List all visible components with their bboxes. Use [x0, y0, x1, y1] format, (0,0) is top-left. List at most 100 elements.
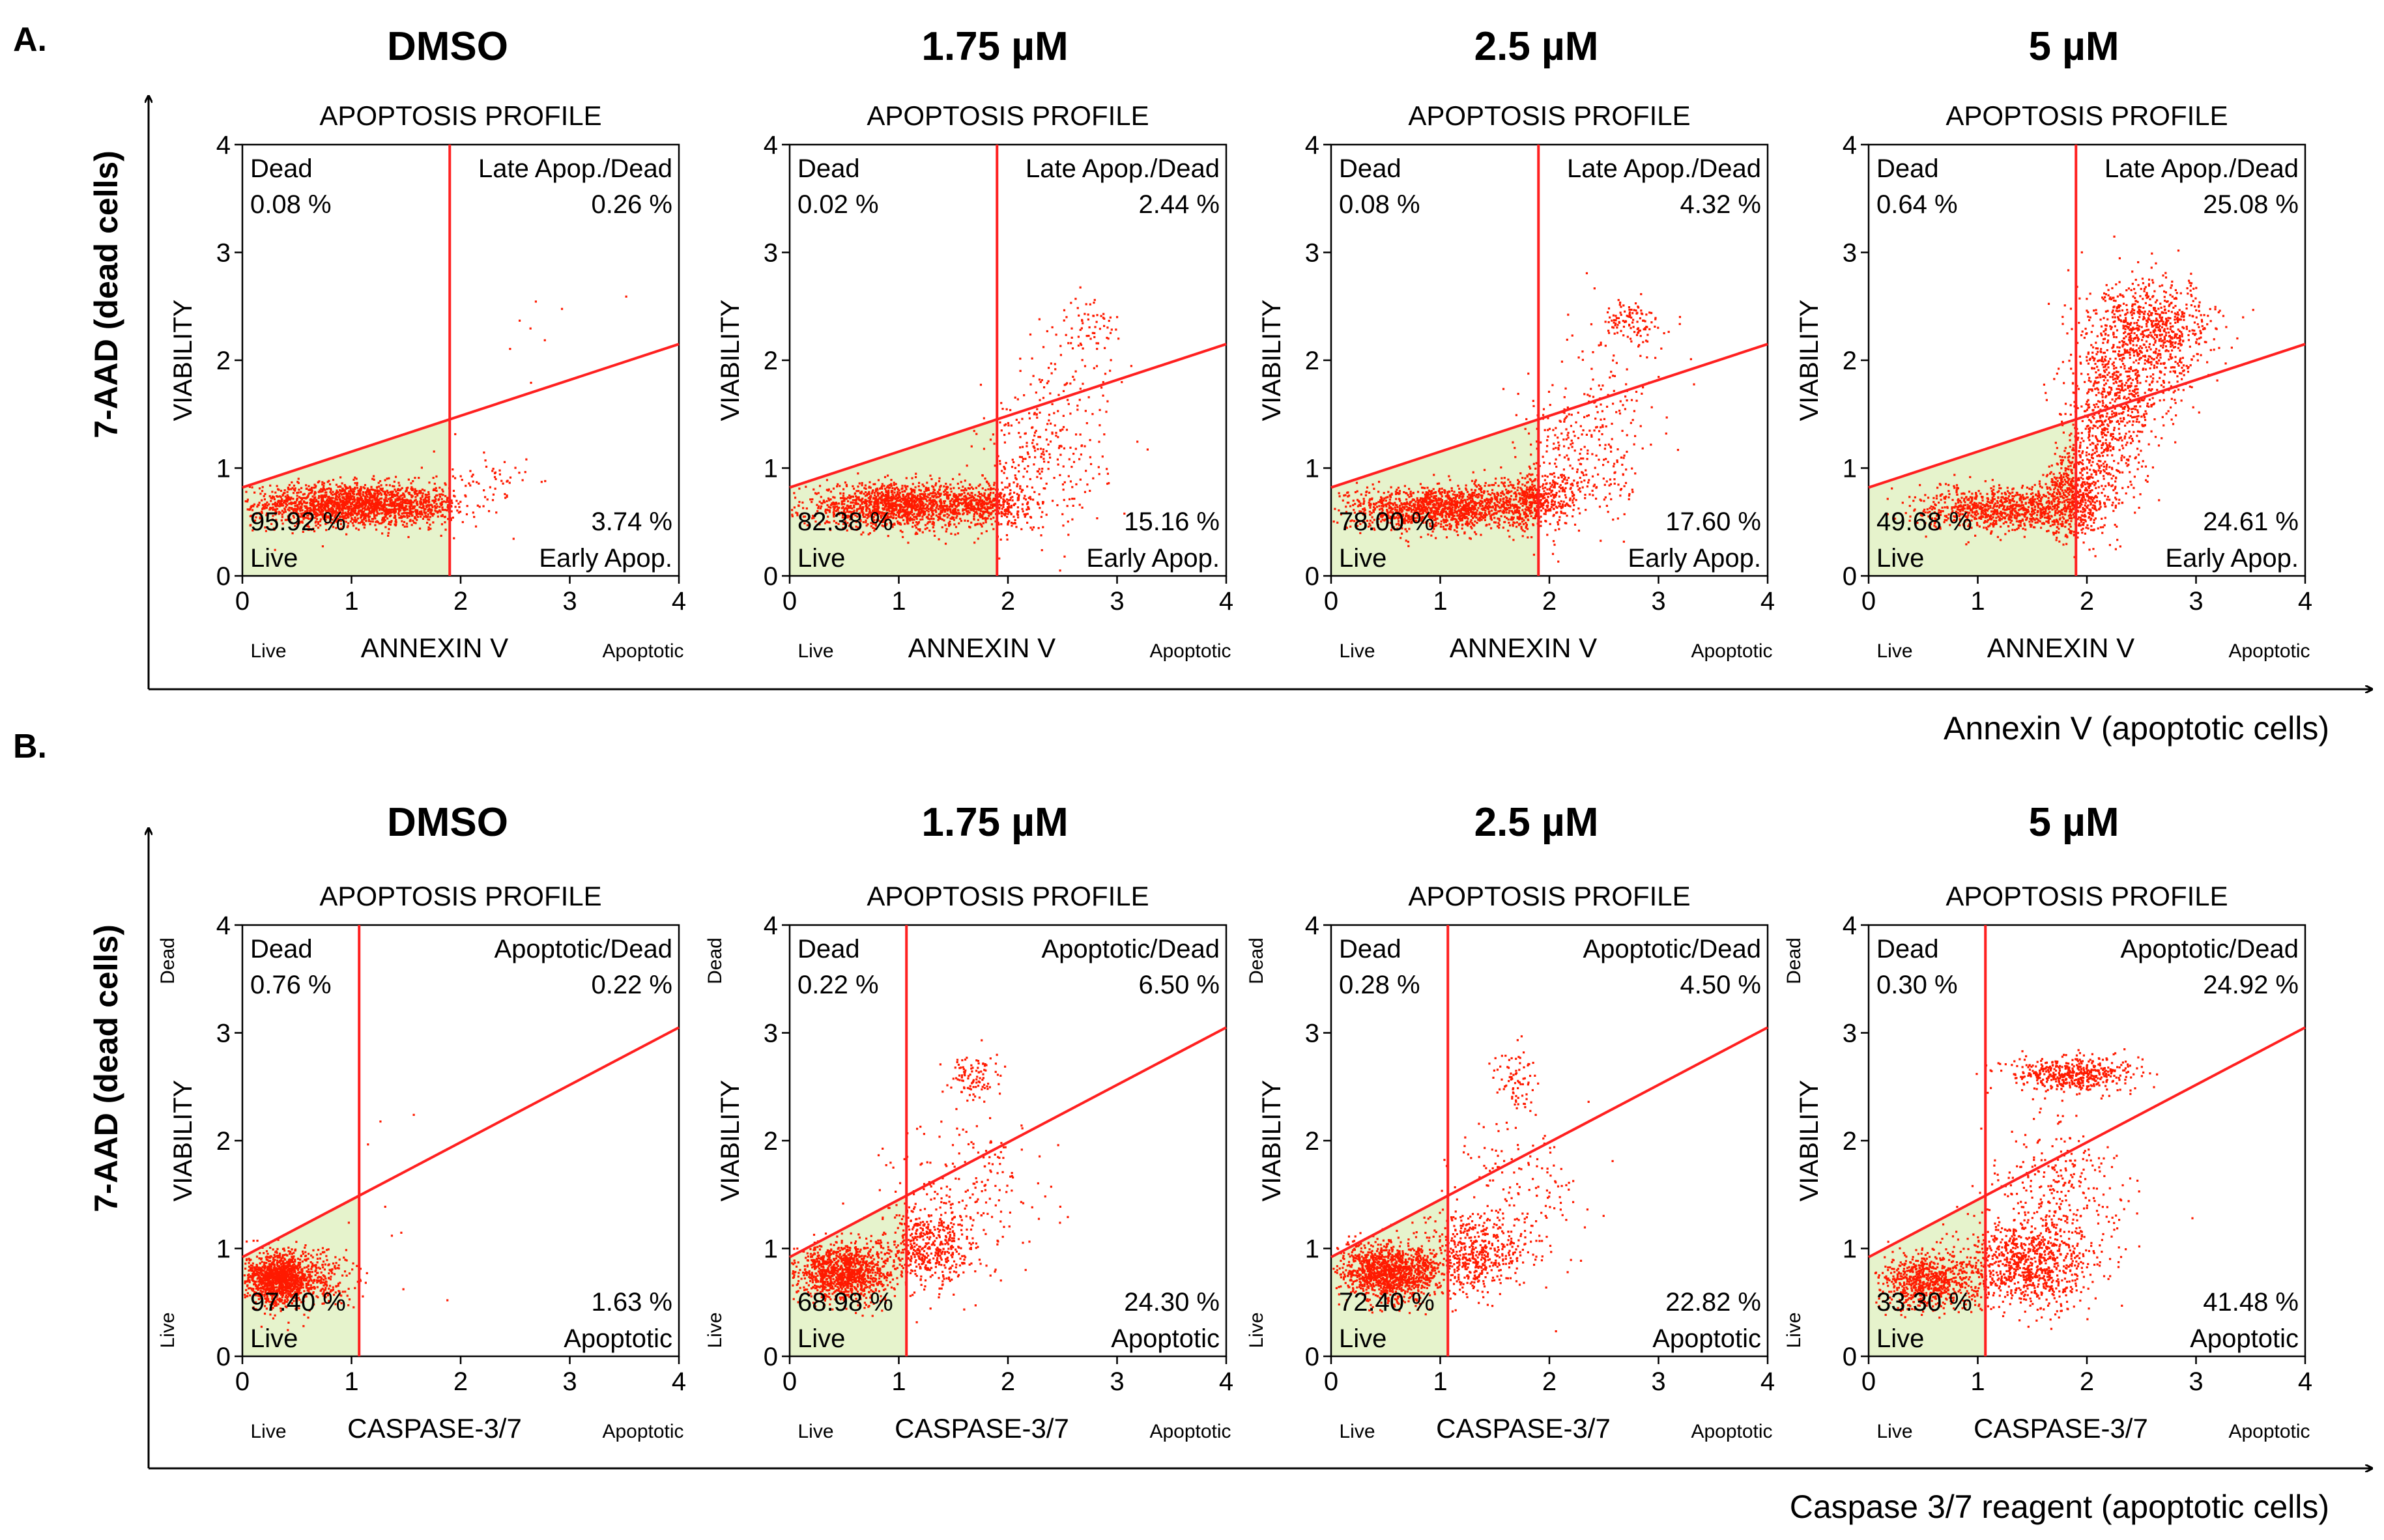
- data-point: [336, 484, 337, 486]
- data-point: [271, 491, 273, 492]
- data-point: [323, 487, 324, 489]
- data-point: [362, 513, 364, 515]
- data-point: [462, 521, 464, 523]
- data-point: [427, 519, 429, 520]
- data-point: [382, 519, 384, 521]
- data-point: [298, 489, 300, 491]
- data-point: [345, 487, 347, 489]
- data-point: [360, 517, 362, 519]
- data-point: [301, 504, 303, 506]
- data-point: [374, 517, 376, 519]
- data-point: [467, 505, 468, 507]
- data-point: [465, 485, 467, 487]
- data-point: [247, 499, 249, 501]
- data-point: [352, 524, 354, 526]
- data-point: [358, 512, 360, 514]
- data-point: [483, 506, 485, 507]
- data-point: [277, 505, 279, 507]
- data-point: [367, 516, 369, 518]
- data-point: [263, 495, 265, 497]
- data-point: [296, 494, 298, 496]
- data-point: [287, 491, 289, 493]
- data-point: [398, 517, 400, 519]
- data-point: [409, 502, 411, 504]
- data-point: [332, 491, 334, 493]
- data-point: [378, 507, 380, 509]
- data-point: [284, 489, 286, 491]
- data-point: [493, 468, 495, 470]
- data-point: [376, 490, 378, 492]
- data-point: [395, 520, 397, 522]
- data-point: [811, 498, 813, 500]
- data-point: [390, 497, 392, 499]
- data-point: [346, 506, 348, 508]
- data-point: [262, 486, 264, 488]
- data-point: [372, 520, 374, 522]
- data-point: [439, 496, 441, 498]
- data-point: [324, 505, 326, 507]
- data-point: [453, 495, 455, 497]
- data-point: [433, 500, 435, 502]
- data-point: [424, 508, 426, 510]
- data-point: [339, 486, 341, 488]
- data-point: [437, 515, 439, 517]
- data-point: [476, 481, 478, 483]
- data-point: [435, 487, 437, 489]
- data-point: [425, 500, 427, 502]
- data-point: [519, 320, 521, 322]
- data-point: [394, 481, 395, 483]
- data-point: [264, 505, 266, 507]
- data-point: [414, 522, 416, 524]
- data-point: [388, 523, 390, 525]
- data-point: [277, 496, 279, 498]
- data-point: [383, 503, 385, 505]
- data-point: [509, 348, 511, 350]
- data-point: [426, 522, 428, 524]
- data-point: [431, 506, 433, 508]
- data-point: [300, 487, 302, 489]
- data-point: [412, 511, 414, 513]
- data-point: [372, 510, 374, 512]
- data-point: [387, 535, 389, 537]
- condition-title: DMSO: [387, 24, 508, 69]
- data-point: [313, 498, 315, 500]
- data-point: [330, 489, 332, 491]
- data-point: [494, 476, 496, 478]
- data-point: [369, 496, 371, 498]
- outer-x-label: Annexin V (apoptotic cells): [1944, 710, 2329, 747]
- data-point: [365, 491, 367, 493]
- data-point: [484, 459, 486, 461]
- data-point: [362, 523, 364, 525]
- data-point: [391, 506, 393, 507]
- data-point: [358, 492, 360, 494]
- data-point: [444, 516, 446, 518]
- data-point: [415, 499, 417, 501]
- data-point: [401, 487, 403, 489]
- data-point: [332, 479, 334, 481]
- data-point: [504, 493, 506, 495]
- data-point: [386, 490, 388, 492]
- data-point: [509, 482, 511, 484]
- data-point: [308, 489, 309, 491]
- data-point: [296, 492, 298, 494]
- data-point: [452, 476, 454, 478]
- data-point: [416, 492, 418, 494]
- data-point: [441, 515, 443, 517]
- data-point: [287, 494, 289, 496]
- data-point: [373, 505, 375, 507]
- data-point: [400, 517, 402, 519]
- data-point: [291, 481, 293, 483]
- data-point: [276, 503, 278, 505]
- data-point: [504, 461, 506, 463]
- data-point: [296, 499, 298, 501]
- data-point: [416, 509, 418, 511]
- data-point: [378, 485, 380, 487]
- data-point: [401, 494, 403, 496]
- data-point: [902, 536, 904, 538]
- data-point: [422, 489, 424, 491]
- data-point: [247, 508, 249, 510]
- data-point: [479, 506, 481, 507]
- data-point: [436, 503, 438, 505]
- data-point: [441, 523, 443, 525]
- data-point: [435, 476, 437, 478]
